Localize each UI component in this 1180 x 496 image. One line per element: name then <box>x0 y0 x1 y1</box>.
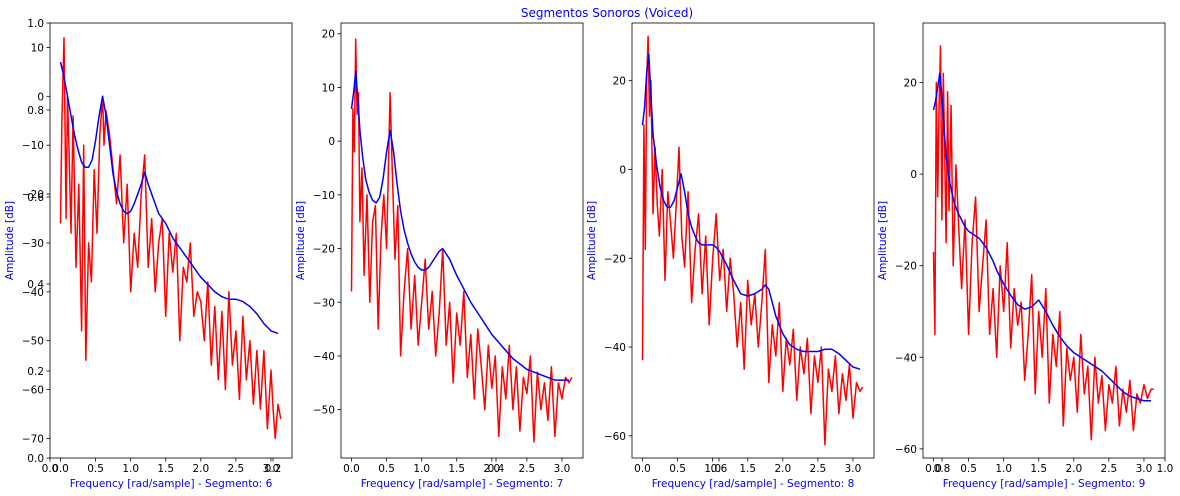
y-tick-label: −70 <box>22 433 44 445</box>
y-tick-label: 20 <box>613 76 626 88</box>
y-tick-label: −10 <box>22 140 44 152</box>
y-tick-label: −10 <box>313 190 335 202</box>
y-tick-label: −40 <box>895 352 917 364</box>
y-axis-label: Amplitude [dB] <box>4 201 16 280</box>
y-tick-label: −40 <box>604 342 626 354</box>
x-tick-label: 0.0 <box>634 463 651 475</box>
x-tick-label: 1.0 <box>122 463 139 475</box>
subplot-4: 20 0 −20 −40 −60 0.0 0.5 1.0 1.5 2.0 2.5 3.0 Frequen… <box>877 22 1166 490</box>
y-tick-label: −60 <box>604 431 626 443</box>
plot-area <box>340 22 584 459</box>
x-tick-label: 0.5 <box>669 463 686 475</box>
x-tick-label: 1.0 <box>704 463 721 475</box>
series-group <box>641 35 864 446</box>
overlay-y-tick-label: 0.8 <box>27 105 44 117</box>
y-tick-label: −60 <box>895 444 917 456</box>
envelope-line <box>59 61 279 335</box>
y-tick-label: −20 <box>604 253 626 265</box>
overlay-axis: 0.0 0.2 0.4 0.6 0.8 1.0 0.0 0.2 0.4 0.6 0.8 1.0 <box>27 18 1173 475</box>
x-tick-label: 1.5 <box>157 463 174 475</box>
overlay-x-tick-label: 1.0 <box>1157 463 1174 475</box>
overlay-x-tick-label: 0.8 <box>934 463 951 475</box>
envelope-line <box>932 72 1151 402</box>
x-axis-label: Frequency [rad/sample] - Segmento: 7 <box>361 478 564 490</box>
overlay-y-tick-label: 0.6 <box>27 192 44 204</box>
x-tick-label: 3.0 <box>1136 463 1153 475</box>
x-axis-label: Frequency [rad/sample] - Segmento: 8 <box>652 478 855 490</box>
y-tick-label: −60 <box>22 385 44 397</box>
overlay-y-tick-label: 0.2 <box>27 366 44 378</box>
y-tick-label: −50 <box>22 336 44 348</box>
subplot-2: 20 10 0 −10 −20 −30 −40 −50 0.0 0.5 1.0 1.5 2.0 2.5 3.… <box>295 22 584 490</box>
y-tick-label: 0 <box>328 136 335 148</box>
subplot-panels: 100−10−20−30−40−50−60−700.0 0.5 1.0 1.5 2.0 2… <box>4 22 1166 490</box>
subplot-3: 20 0 −20 −40 −60 0.0 0.5 1.0 1.5 2.0 2.5 3.0 Frequen… <box>586 22 875 490</box>
x-axis-label: Frequency [rad/sample] - Segmento: 9 <box>943 478 1146 490</box>
y-tick-label: 0 <box>37 91 44 103</box>
figure-title: Segmentos Sonoros (Voiced) <box>521 6 693 20</box>
x-tick-label: 2.0 <box>483 463 500 475</box>
overlay-y-tick-label: 0.4 <box>27 279 44 291</box>
y-axis-label: Amplitude [dB] <box>295 201 307 280</box>
x-tick-label: 2.5 <box>228 463 245 475</box>
x-tick-label: 3.0 <box>263 463 280 475</box>
y-axis-label: Amplitude [dB] <box>877 201 889 280</box>
envelope-line <box>641 53 861 370</box>
x-tick-label: 1.5 <box>1030 463 1047 475</box>
x-tick-label: 3.0 <box>554 463 571 475</box>
x-tick-label: 0.5 <box>960 463 977 475</box>
y-tick-label: 20 <box>322 29 335 41</box>
x-tick-label: 1.5 <box>739 463 756 475</box>
spectrum-line <box>350 38 573 443</box>
x-tick-label: 1.0 <box>413 463 430 475</box>
x-tick-label: 0.0 <box>343 463 360 475</box>
x-axis-label: Frequency [rad/sample] - Segmento: 6 <box>70 478 273 490</box>
y-tick-label: −50 <box>313 405 335 417</box>
x-tick-label: 2.0 <box>1065 463 1082 475</box>
x-tick-label: 1.5 <box>448 463 465 475</box>
plot-area <box>49 22 293 459</box>
series-group <box>350 38 573 443</box>
y-tick-label: −40 <box>313 351 335 363</box>
x-tick-label: 3.0 <box>845 463 862 475</box>
y-tick-label: −30 <box>313 297 335 309</box>
overlay-x-tick-label: 0.4 <box>488 463 505 475</box>
spectrum-line <box>641 35 864 446</box>
x-tick-label: 2.5 <box>1101 463 1118 475</box>
y-tick-label: −20 <box>895 261 917 273</box>
overlay-x-tick-label: 0.6 <box>711 463 728 475</box>
y-tick-label: −30 <box>22 238 44 250</box>
x-tick-label: 0.5 <box>378 463 395 475</box>
subplot-1: 10 0 −10 −20 −30 −40 −50 −60 −70 0.0 0.5 1.0 1.5 2.0 2… <box>4 22 293 490</box>
x-tick-label: 0.0 <box>925 463 942 475</box>
x-tick-label: 2.0 <box>192 463 209 475</box>
x-tick-label: 2.5 <box>810 463 827 475</box>
overlay-x-tick-label: 0.2 <box>265 463 282 475</box>
x-tick-label: 2.5 <box>519 463 536 475</box>
x-tick-label: 0.0 <box>52 463 69 475</box>
series-group <box>932 45 1154 441</box>
overlay-x-tick-label: 0.0 <box>42 463 59 475</box>
spectrum-line <box>59 36 282 440</box>
y-tick-label: −20 <box>313 244 335 256</box>
overlay-y-tick-label: 0.0 <box>27 453 44 465</box>
x-tick-label: 1.0 <box>995 463 1012 475</box>
y-tick-label: −20 <box>22 189 44 201</box>
envelope-line <box>350 70 569 381</box>
overlay-y-tick-label: 1.0 <box>27 18 44 30</box>
x-tick-label: 2.0 <box>774 463 791 475</box>
spectrum-line <box>932 45 1154 441</box>
y-axis-label: Amplitude [dB] <box>586 201 598 280</box>
y-tick-label: 0 <box>619 164 626 176</box>
series-group <box>59 36 282 440</box>
y-tick-label: −40 <box>22 287 44 299</box>
y-tick-label: 0 <box>910 169 917 181</box>
y-tick-label: 20 <box>904 78 917 90</box>
y-tick-label: 10 <box>322 82 335 94</box>
x-tick-label: 0.5 <box>87 463 104 475</box>
y-tick-label: 10 <box>31 42 44 54</box>
